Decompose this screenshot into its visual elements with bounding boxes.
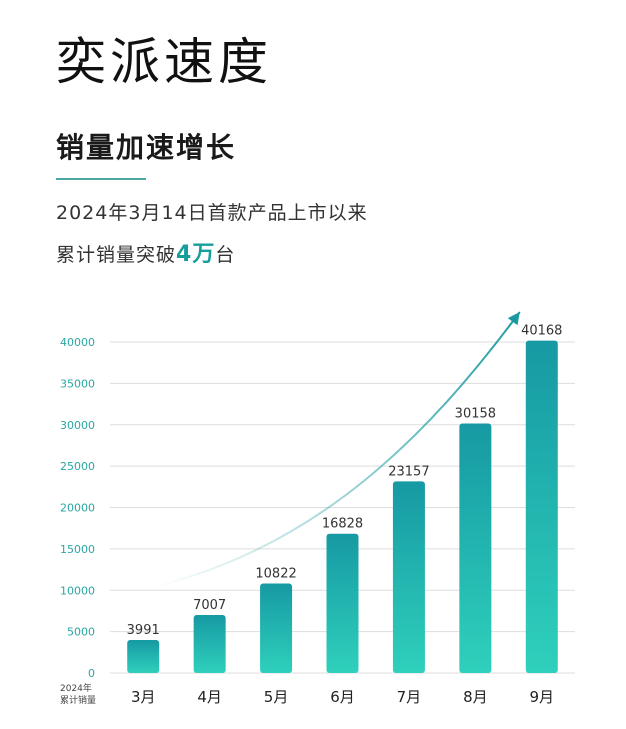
y-tick-label: 0 (88, 667, 95, 680)
bar (459, 423, 492, 673)
bar (326, 533, 359, 673)
x-tick-label: 5月 (264, 688, 289, 706)
grid-lines (110, 341, 575, 674)
x-axis-note-year: 2024年 (60, 684, 92, 694)
cumulative-sales-prefix: 累计销量突破 (56, 244, 177, 266)
x-tick-label: 4月 (197, 688, 222, 706)
section-subtitle: 销量加速增长 (56, 131, 237, 164)
x-tick-label: 9月 (530, 688, 555, 706)
y-tick-label: 30000 (60, 419, 95, 432)
bar (392, 481, 425, 673)
trend-arrow-head (507, 312, 520, 326)
bar-value-label: 10822 (255, 566, 296, 581)
x-tick-label: 3月 (131, 688, 156, 706)
bar-value-label: 40168 (521, 324, 562, 339)
bar-value-label: 7007 (193, 598, 226, 613)
subtitle-divider (56, 178, 146, 180)
cumulative-sales-highlight: 4万 (176, 242, 216, 267)
y-tick-label: 10000 (60, 584, 95, 597)
page-title: 奕派速度 (56, 33, 272, 91)
x-tick-label: 8月 (463, 688, 488, 706)
bar (127, 639, 160, 673)
x-axis-ticks: 3月 4月 5月 6月 7月 8月 9月 (131, 688, 554, 706)
bars (127, 340, 558, 673)
bar (260, 583, 293, 673)
y-axis-ticks: 0 5000 10000 15000 20000 25000 30000 35000 40000 (60, 336, 95, 680)
bar-value-labels: 3991 7007 10822 16828 23157 30158 40168 (127, 324, 563, 638)
cumulative-sales-suffix: 台 (215, 244, 236, 266)
bar-value-label: 23157 (388, 464, 429, 479)
y-tick-label: 25000 (60, 460, 95, 473)
bar (525, 340, 558, 673)
y-tick-label: 15000 (60, 543, 95, 556)
cumulative-sales-text: 累计销量突破4万台 (56, 236, 235, 268)
x-tick-label: 7月 (397, 688, 422, 706)
bar-value-label: 3991 (127, 623, 160, 638)
bar (193, 615, 226, 673)
bar-value-label: 16828 (322, 517, 363, 532)
y-tick-label: 35000 (60, 377, 95, 390)
launch-info-text: 2024年3月14日首款产品上市以来 (56, 202, 368, 224)
x-tick-label: 6月 (330, 688, 355, 706)
sales-bar-chart: 0 5000 10000 15000 20000 25000 30000 35000 40000… (60, 311, 575, 706)
y-tick-label: 5000 (67, 626, 95, 639)
trend-arrow-line (152, 311, 521, 588)
x-axis-note-label: 累计销量 (60, 696, 97, 706)
x-axis-note: 2024年 累计销量 (60, 683, 96, 707)
y-tick-label: 40000 (60, 336, 95, 349)
y-tick-label: 20000 (60, 502, 95, 515)
bar-value-label: 30158 (455, 406, 496, 421)
